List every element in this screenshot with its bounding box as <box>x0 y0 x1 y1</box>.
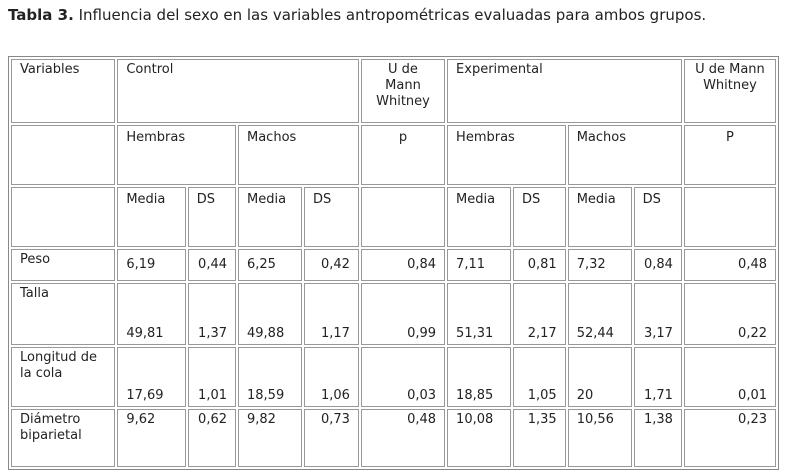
header-cell: DS <box>303 187 359 247</box>
header-row: Media DS Media DS Media DS Media DS <box>11 187 776 247</box>
cell: 6,19 <box>117 249 186 281</box>
cell: 0,81 <box>512 249 566 281</box>
header-row: Variables Control U de Mann Whitney Expe… <box>11 59 776 123</box>
cell: 0,44 <box>187 249 236 281</box>
table-body: Variables Control U de Mann Whitney Expe… <box>11 59 776 467</box>
header-cell: Variables <box>11 59 116 123</box>
header-cell: Hembras <box>117 125 236 185</box>
cell: 1,01 <box>187 347 236 407</box>
header-cell: Machos <box>238 125 359 185</box>
cell: 0,42 <box>303 249 359 281</box>
cell: 6,25 <box>238 249 302 281</box>
header-cell: U de Mann Whitney <box>683 59 776 123</box>
cell: 0,22 <box>683 283 776 345</box>
empty-cell <box>11 125 116 185</box>
cell: 17,69 <box>117 347 186 407</box>
caption-text: Influencia del sexo en las variables ant… <box>78 6 707 24</box>
header-cell: DS <box>633 187 682 247</box>
data-row: Peso 6,19 0,44 6,25 0,42 0,84 7,11 0,81 7,32 0,84… <box>11 249 776 281</box>
cell: 1,06 <box>303 347 359 407</box>
cell: 7,32 <box>567 249 632 281</box>
empty-cell <box>11 187 116 247</box>
cell: 1,37 <box>187 283 236 345</box>
cell: 2,17 <box>512 283 566 345</box>
cell: Diámetro biparietal <box>11 409 116 467</box>
cell: 49,88 <box>238 283 302 345</box>
cell: 0,99 <box>360 283 446 345</box>
cell: 10,56 <box>567 409 632 467</box>
cell: 0,03 <box>360 347 446 407</box>
header-cell: Media <box>117 187 186 247</box>
empty-cell <box>683 187 776 247</box>
header-row: Hembras Machos p Hembras Machos P <box>11 125 776 185</box>
cell: 0,62 <box>187 409 236 467</box>
cell: 1,35 <box>512 409 566 467</box>
cell: Peso <box>11 249 116 281</box>
caption: Tabla 3. Influencia del sexo en las vari… <box>8 6 754 24</box>
cell: 0,48 <box>683 249 776 281</box>
cell: Longitud de la cola <box>11 347 116 407</box>
cell: 49,81 <box>117 283 186 345</box>
cell: 0,84 <box>360 249 446 281</box>
cell: 1,71 <box>633 347 682 407</box>
empty-cell <box>360 187 446 247</box>
header-cell: Media <box>447 187 511 247</box>
cell: 18,85 <box>447 347 511 407</box>
cell: 51,31 <box>447 283 511 345</box>
data-row: Longitud de la cola 17,69 1,01 18,59 1,06 0,0… <box>11 347 776 407</box>
cell: 52,44 <box>567 283 632 345</box>
header-cell: Hembras <box>447 125 566 185</box>
cell: Talla <box>11 283 116 345</box>
cell: 1,17 <box>303 283 359 345</box>
table: Variables Control U de Mann Whitney Expe… <box>8 56 779 470</box>
cell: 0,48 <box>360 409 446 467</box>
data-row: Diámetro biparietal 9,62 0,62 9,82 0,73 0,48 1… <box>11 409 776 467</box>
cell: 0,23 <box>683 409 776 467</box>
header-cell: Control <box>117 59 359 123</box>
cell: 0,01 <box>683 347 776 407</box>
cell: 0,84 <box>633 249 682 281</box>
cell: 10,08 <box>447 409 511 467</box>
cell: 9,82 <box>238 409 302 467</box>
cell: 1,05 <box>512 347 566 407</box>
cell: 18,59 <box>238 347 302 407</box>
header-cell: Machos <box>567 125 682 185</box>
header-cell: DS <box>512 187 566 247</box>
cell: 9,62 <box>117 409 186 467</box>
header-cell: U de Mann Whitney <box>360 59 446 123</box>
cell: 3,17 <box>633 283 682 345</box>
header-cell: Media <box>567 187 632 247</box>
header-cell: Experimental <box>447 59 682 123</box>
header-cell: Media <box>238 187 302 247</box>
header-cell: p <box>360 125 446 185</box>
cell: 20 <box>567 347 632 407</box>
header-cell: DS <box>187 187 236 247</box>
header-cell: P <box>683 125 776 185</box>
data-row: Talla 49,81 1,37 49,88 1,17 0,99 51,31 2,17 52,4… <box>11 283 776 345</box>
cell: 1,38 <box>633 409 682 467</box>
cell: 7,11 <box>447 249 511 281</box>
cell: 0,73 <box>303 409 359 467</box>
caption-label: Tabla 3. <box>8 6 74 24</box>
